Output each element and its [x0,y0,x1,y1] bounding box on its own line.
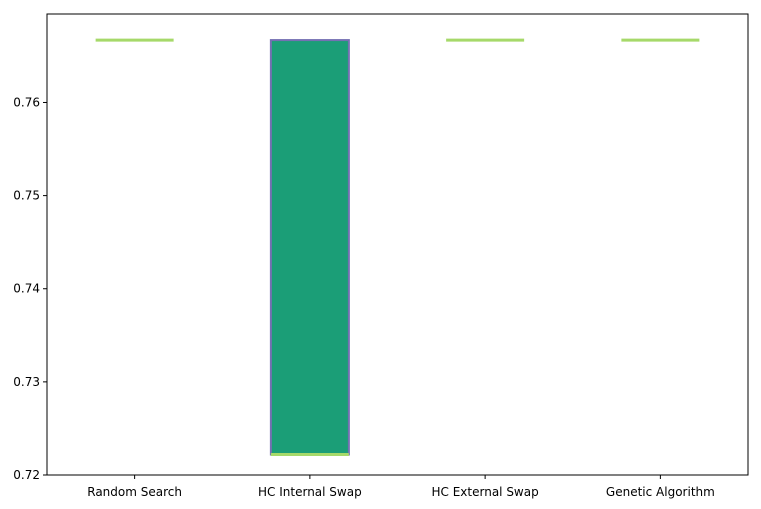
y-axis: 0.72 0.73 0.74 0.75 0.76 [13,95,47,482]
x-axis: Random Search HC Internal Swap HC External… [87,475,715,499]
x-tick-label: Random Search [87,485,182,499]
x-tick-label: HC External Swap [432,485,539,499]
box-1 [269,39,350,456]
y-tick-label: 0.74 [13,282,40,296]
y-tick-label: 0.73 [13,375,40,389]
x-tick-label: HC Internal Swap [258,485,362,499]
y-tick-label: 0.72 [13,468,40,482]
medians-layer [95,38,700,457]
y-tick-label: 0.76 [13,95,40,109]
boxes-layer [269,39,350,456]
y-tick-label: 0.75 [13,189,40,203]
plot-area-frame [46,13,749,476]
x-tick-label: Genetic Algorithm [606,485,715,499]
